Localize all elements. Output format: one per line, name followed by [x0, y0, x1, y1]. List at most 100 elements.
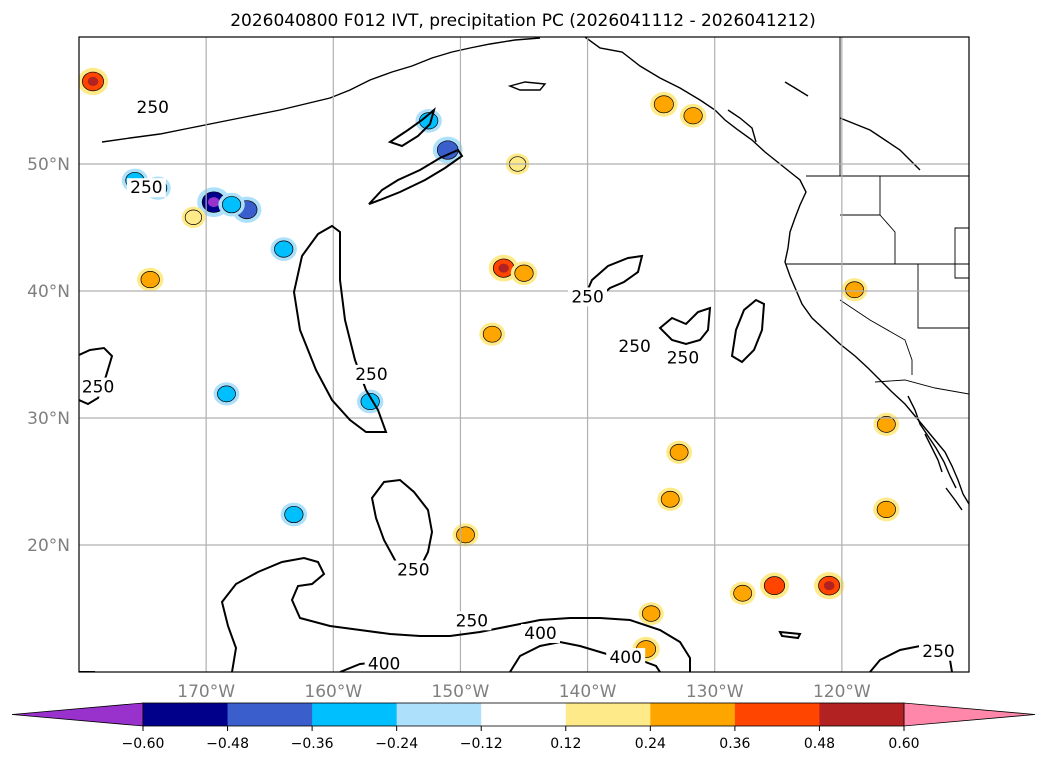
colorbar-segment	[734, 703, 820, 726]
lon-tick-labels: 170°W 160°W 150°W 140°W 130°W 120°W	[177, 682, 871, 702]
precip-cell-core	[498, 263, 509, 273]
ivt-contour-400	[778, 630, 802, 640]
colorbar-tick-label: −0.48	[206, 736, 249, 752]
lat-tick-label: 40°N	[27, 282, 70, 302]
ivt-contour-250	[387, 107, 436, 148]
precip-cell	[274, 240, 294, 258]
ivt-contour-label: 250	[571, 287, 603, 307]
ivt-contour-label: 250	[130, 178, 162, 198]
ivt-contour-400	[509, 640, 661, 672]
contour-label-bg	[364, 654, 404, 672]
contour-label-bg	[615, 336, 655, 356]
contour-label-bg	[133, 98, 173, 118]
precip-cell	[514, 264, 534, 282]
colorbar-segment	[819, 703, 905, 726]
colorbar: −0.60 −0.48 −0.36 −0.24 −0.12 0.12 0.24 0.36 0.4…	[11, 702, 1036, 752]
map-frame	[78, 36, 970, 673]
ivt-contour-250	[368, 148, 464, 205]
lat-tick-label: 50°N	[27, 155, 70, 175]
precip-cell	[217, 385, 236, 403]
lat-tick-label: 30°N	[27, 409, 70, 429]
lon-tick-label: 130°W	[686, 682, 744, 702]
ivt-contour-250	[292, 224, 388, 433]
lon-tick-label: 140°W	[559, 682, 617, 702]
colorbar-tick-label: −0.60	[122, 736, 165, 752]
colorbar-segment	[481, 703, 567, 726]
precip-cell	[660, 490, 680, 508]
precip-cell-core	[823, 581, 835, 591]
colorbar-tick-label: −0.12	[460, 736, 503, 752]
lon-tick-label: 170°W	[177, 682, 235, 702]
ivt-contour-label: 400	[609, 648, 641, 668]
colorbar-segment	[565, 703, 651, 726]
precip-cell-core	[442, 145, 453, 155]
contour-label-bg	[521, 623, 561, 643]
colorbar-segment	[227, 703, 313, 726]
lat-tick-labels: 50°N 40°N 30°N 20°N	[27, 155, 70, 556]
contour-label-bg	[568, 287, 608, 307]
ivt-contour-250	[79, 556, 691, 672]
colorbar-tick-label: −0.24	[375, 736, 418, 752]
precip-cell	[641, 605, 661, 622]
colorbar-tick-label: 0.48	[804, 736, 835, 752]
colorbar-extend-over	[903, 702, 1036, 727]
lon-tick-label: 120°W	[813, 682, 871, 702]
colorbar-tick-label: −0.36	[291, 736, 334, 752]
coastline	[101, 37, 969, 511]
colorbar-tick-label: 0.24	[635, 736, 666, 752]
precip-cell	[669, 443, 689, 461]
contour-label-bg	[452, 611, 492, 631]
ivt-contour-label: 250	[397, 560, 429, 580]
chart-title: 2026040800 F012 IVT, precipitation PC (2…	[230, 11, 816, 31]
colorbar-outline	[142, 702, 905, 727]
precip-cell	[683, 107, 703, 125]
colorbar-segment	[143, 703, 229, 726]
contour-label-bg	[393, 560, 433, 580]
colorbar-extend-under	[11, 702, 144, 727]
precip-cell	[284, 505, 304, 524]
lon-tick-label: 160°W	[304, 682, 362, 702]
colorbar-segment	[650, 703, 736, 726]
ivt-contour-label: 250	[922, 642, 954, 662]
precip-cell-core	[207, 197, 220, 208]
ivt-contour-label: 400	[524, 624, 556, 644]
precip-cell-core	[87, 76, 99, 86]
precip-cell	[845, 281, 864, 299]
state-borders	[786, 37, 969, 395]
contour-label-bg	[918, 641, 958, 661]
contour-label-bg	[126, 178, 166, 198]
ivt-contour-label: 250	[355, 365, 387, 385]
precip-cell	[221, 196, 242, 214]
ivt-contour-250	[658, 306, 712, 346]
precip-cell	[456, 526, 475, 544]
colorbar-tick-label: 0.36	[719, 736, 750, 752]
gridlines	[79, 37, 969, 672]
ivt-contour-250	[730, 298, 766, 364]
colorbar-segment	[396, 703, 482, 726]
ivt-contour-label: 250	[618, 337, 650, 357]
lat-tick-label: 20°N	[27, 536, 70, 556]
lon-tick-label: 150°W	[432, 682, 490, 702]
ivt-contour-labels: 250 250 250 250 250 250 250 250 250 400 400 400 250	[79, 98, 958, 674]
contour-label-bg	[79, 377, 118, 397]
ivt-contour-label: 250	[456, 611, 488, 631]
map-background	[79, 37, 969, 672]
precip-cell	[653, 95, 674, 114]
colorbar-tick-label: 0.12	[550, 736, 581, 752]
ivt-contour-label: 400	[368, 654, 400, 674]
ivt-contour-250	[79, 346, 114, 406]
contour-label-bg	[606, 648, 646, 668]
contour-label-bg	[663, 348, 703, 368]
map-panel: 250 250 250 250 250 250 250 250 250 400 400 400250 …	[27, 36, 970, 702]
precip-cell	[482, 325, 502, 343]
precip-cell-core	[769, 581, 780, 591]
precip-cell	[184, 209, 203, 226]
ivt-contour-250	[370, 478, 434, 580]
contour-label-bg	[351, 364, 391, 384]
colorbar-tick-label: 0.60	[888, 736, 919, 752]
precip-cell	[733, 584, 753, 602]
precip-cell	[876, 500, 896, 518]
ivt-contour-label: 250	[82, 378, 114, 398]
precip-cell	[140, 271, 160, 289]
